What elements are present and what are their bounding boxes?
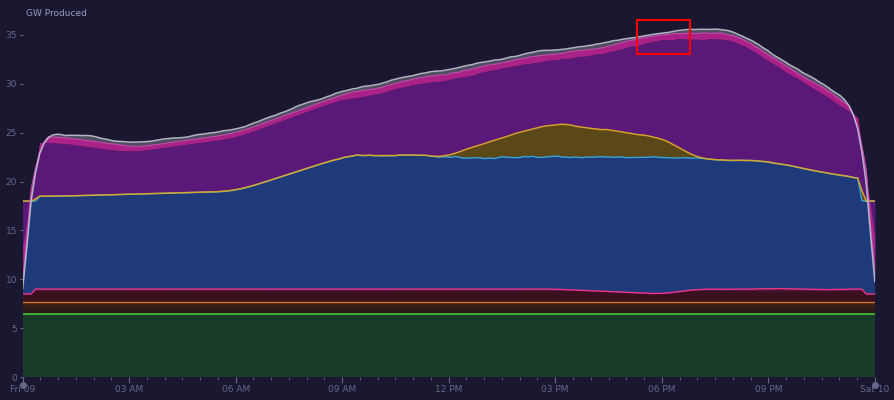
Bar xyxy=(637,20,689,54)
Text: GW Produced: GW Produced xyxy=(26,9,87,18)
